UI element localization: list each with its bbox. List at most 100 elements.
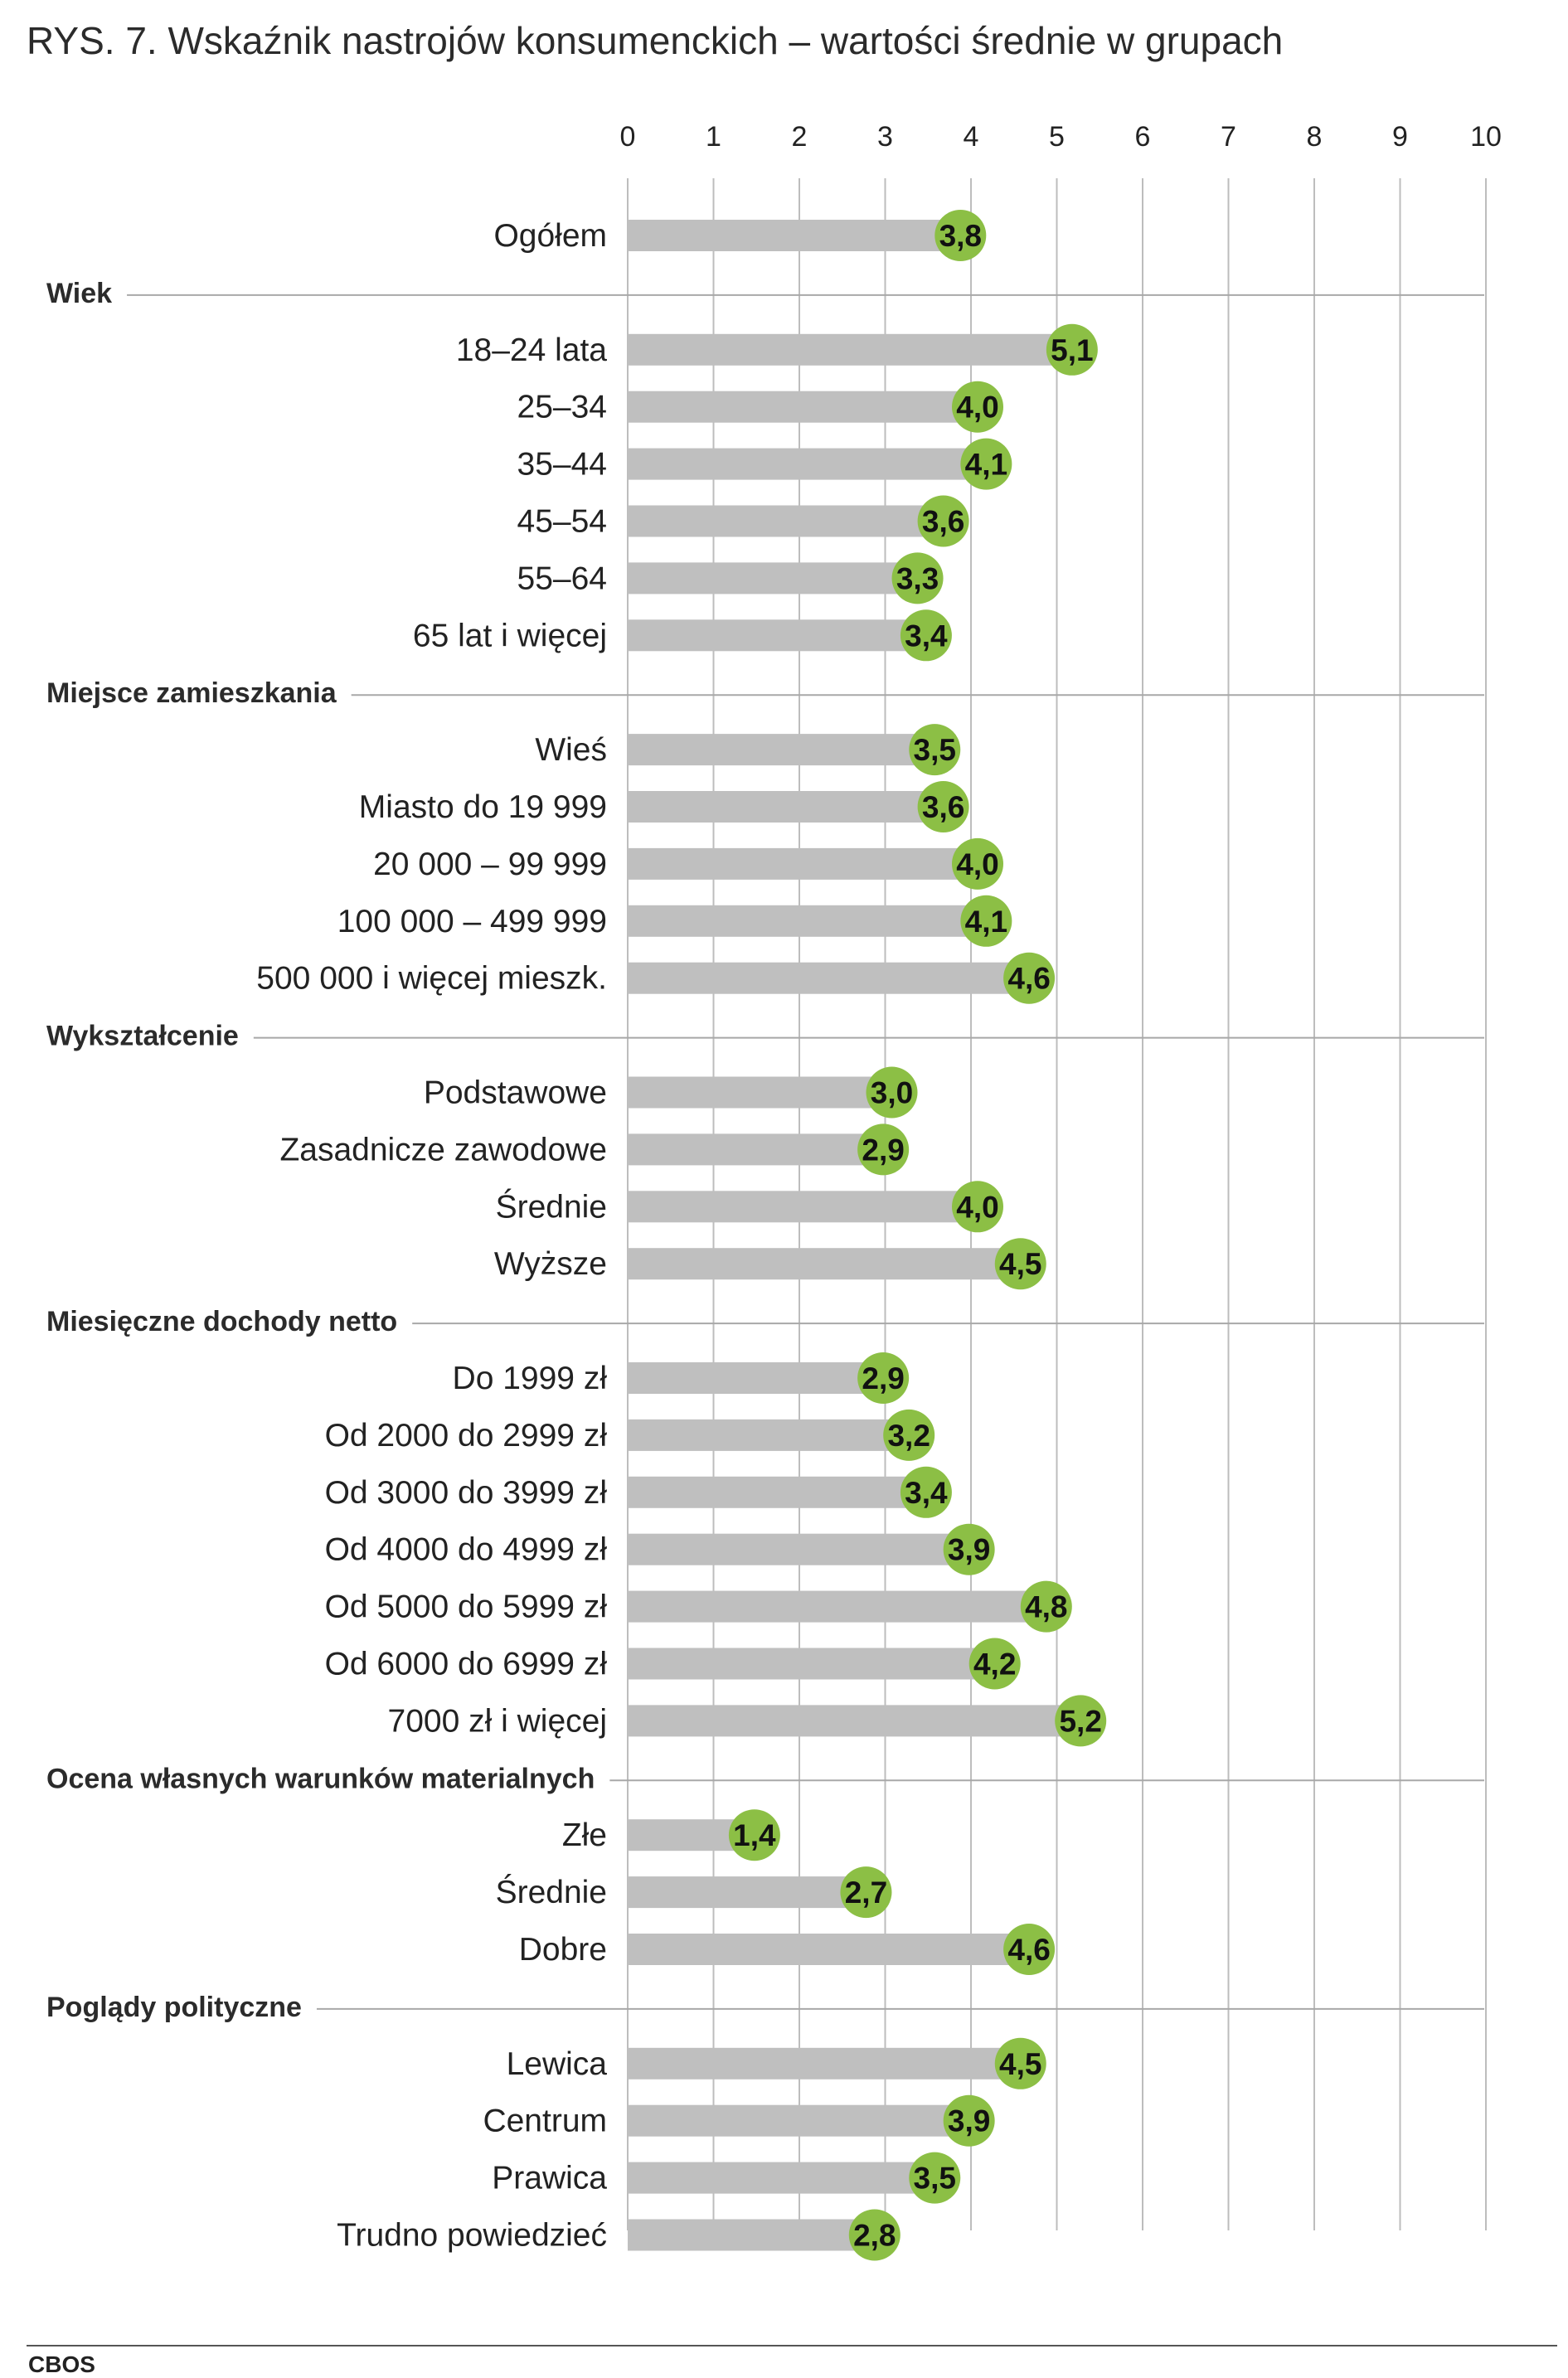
bar xyxy=(628,562,911,594)
category-label: Od 3000 do 3999 zł xyxy=(325,1475,608,1511)
data-label: 3,6 xyxy=(922,790,964,824)
category-label: 7000 zł i więcej xyxy=(388,1703,607,1739)
bar xyxy=(628,962,1023,994)
data-label: 4,0 xyxy=(956,1190,998,1224)
data-label: 3,4 xyxy=(905,619,948,653)
bar xyxy=(628,2104,963,2137)
bar-row: Średnie 4,0 xyxy=(496,1181,1003,1233)
data-label: 3,8 xyxy=(939,219,982,253)
bar-row: Ogółem 3,8 xyxy=(493,210,987,261)
group-header: Wiek xyxy=(46,278,1484,309)
bar-row: Od 5000 do 5999 zł 4,8 xyxy=(325,1580,1072,1633)
x-tick-label: 4 xyxy=(964,121,979,153)
data-label: 2,9 xyxy=(862,1133,904,1167)
data-label: 4,2 xyxy=(973,1648,1016,1682)
value-marker xyxy=(1046,323,1098,376)
bar xyxy=(628,1076,886,1109)
bar-row: 65 lat i więcej 3,4 xyxy=(413,609,952,662)
data-label: 3,4 xyxy=(905,1476,948,1510)
bar-row: 18–24 lata 5,1 xyxy=(456,323,1098,376)
bar-row: 55–64 3,3 xyxy=(517,552,944,604)
group-label: Poglądy polityczne xyxy=(46,1992,302,2023)
x-tick-label: 2 xyxy=(792,121,808,153)
category-label: 100 000 – 499 999 xyxy=(337,904,607,939)
data-label: 5,1 xyxy=(1051,333,1093,367)
bar xyxy=(628,1419,903,1451)
value-marker xyxy=(883,1409,935,1461)
value-marker xyxy=(952,381,1003,433)
x-tick-label: 10 xyxy=(1470,121,1502,153)
category-label: Od 5000 do 5999 zł xyxy=(325,1589,608,1625)
data-label: 3,5 xyxy=(914,733,956,767)
bar xyxy=(628,2047,1014,2080)
bar xyxy=(628,1876,860,1909)
bar xyxy=(628,1248,1014,1280)
x-tick-label: 7 xyxy=(1221,121,1236,153)
data-label: 2,9 xyxy=(862,1361,904,1395)
value-marker xyxy=(909,2152,961,2204)
category-label: Do 1999 zł xyxy=(453,1361,608,1396)
value-marker xyxy=(960,438,1012,490)
chart-title: RYS. 7. Wskaźnik nastrojów konsumenckich… xyxy=(27,19,1284,62)
group-header: Wykształcenie xyxy=(46,1021,1484,1052)
bar xyxy=(628,448,980,480)
bar xyxy=(628,734,929,766)
data-label: 2,8 xyxy=(853,2219,896,2253)
value-marker xyxy=(1055,1695,1107,1747)
group-header: Miejsce zamieszkania xyxy=(46,677,1484,709)
category-label: 25–34 xyxy=(517,390,607,425)
bar-row: Od 6000 do 6999 zł 4,2 xyxy=(325,1638,1021,1690)
value-marker xyxy=(952,1181,1003,1233)
bar-row: Średnie 2,7 xyxy=(496,1866,892,1919)
category-label: 18–24 lata xyxy=(456,332,607,368)
bar xyxy=(628,847,971,880)
category-label: 500 000 i więcej mieszk. xyxy=(256,961,607,997)
bar-row: Od 4000 do 4999 zł 3,9 xyxy=(325,1523,995,1575)
category-label: Ogółem xyxy=(493,218,607,254)
bar xyxy=(628,1191,971,1223)
bar-row: Zasadnicze zawodowe 2,9 xyxy=(279,1123,910,1176)
bar xyxy=(628,505,937,537)
value-marker xyxy=(952,837,1003,890)
x-tick-label: 8 xyxy=(1307,121,1323,153)
group-header: Miesięczne dochody netto xyxy=(46,1306,1484,1337)
category-label: Wieś xyxy=(535,732,607,768)
value-marker xyxy=(917,781,969,832)
data-label: 4,8 xyxy=(1025,1590,1067,1624)
category-label: 65 lat i więcej xyxy=(413,618,607,653)
category-label: 45–54 xyxy=(517,504,607,540)
group-label: Wykształcenie xyxy=(46,1021,239,1052)
category-label: Lewica xyxy=(507,2046,608,2082)
value-marker xyxy=(840,1866,892,1919)
bar xyxy=(628,1590,1040,1623)
bar xyxy=(628,1934,1023,1965)
bar-row: 7000 zł i więcej 5,2 xyxy=(388,1695,1107,1747)
value-marker xyxy=(900,1466,952,1518)
bar-row: 25–34 4,0 xyxy=(517,381,1003,433)
bar xyxy=(628,1362,877,1394)
x-tick-label: 3 xyxy=(877,121,893,153)
data-label: 4,1 xyxy=(965,905,1007,939)
value-marker xyxy=(943,2094,995,2147)
bar xyxy=(628,1705,1075,1737)
bar xyxy=(628,905,980,937)
bar xyxy=(628,2219,868,2251)
data-label: 1,4 xyxy=(733,1818,776,1852)
bar-row: 45–54 3,6 xyxy=(517,495,969,547)
bar-row: Trudno powiedzieć 2,8 xyxy=(337,2209,901,2261)
value-marker xyxy=(728,1809,780,1861)
data-label: 4,0 xyxy=(956,391,998,425)
data-label: 3,0 xyxy=(871,1076,913,1110)
group-label: Miesięczne dochody netto xyxy=(46,1306,397,1337)
x-tick-label: 0 xyxy=(620,121,636,153)
data-label: 5,2 xyxy=(1059,1704,1101,1738)
bar xyxy=(628,1648,988,1680)
bar-row: Prawica 3,5 xyxy=(492,2152,961,2204)
value-marker xyxy=(1003,1924,1056,1975)
bar xyxy=(628,1133,877,1166)
value-marker xyxy=(934,210,987,261)
bar xyxy=(628,619,920,652)
category-label: Centrum xyxy=(483,2104,607,2139)
bar-row: Złe 1,4 xyxy=(562,1809,780,1861)
category-label: Zasadnicze zawodowe xyxy=(279,1132,607,1167)
